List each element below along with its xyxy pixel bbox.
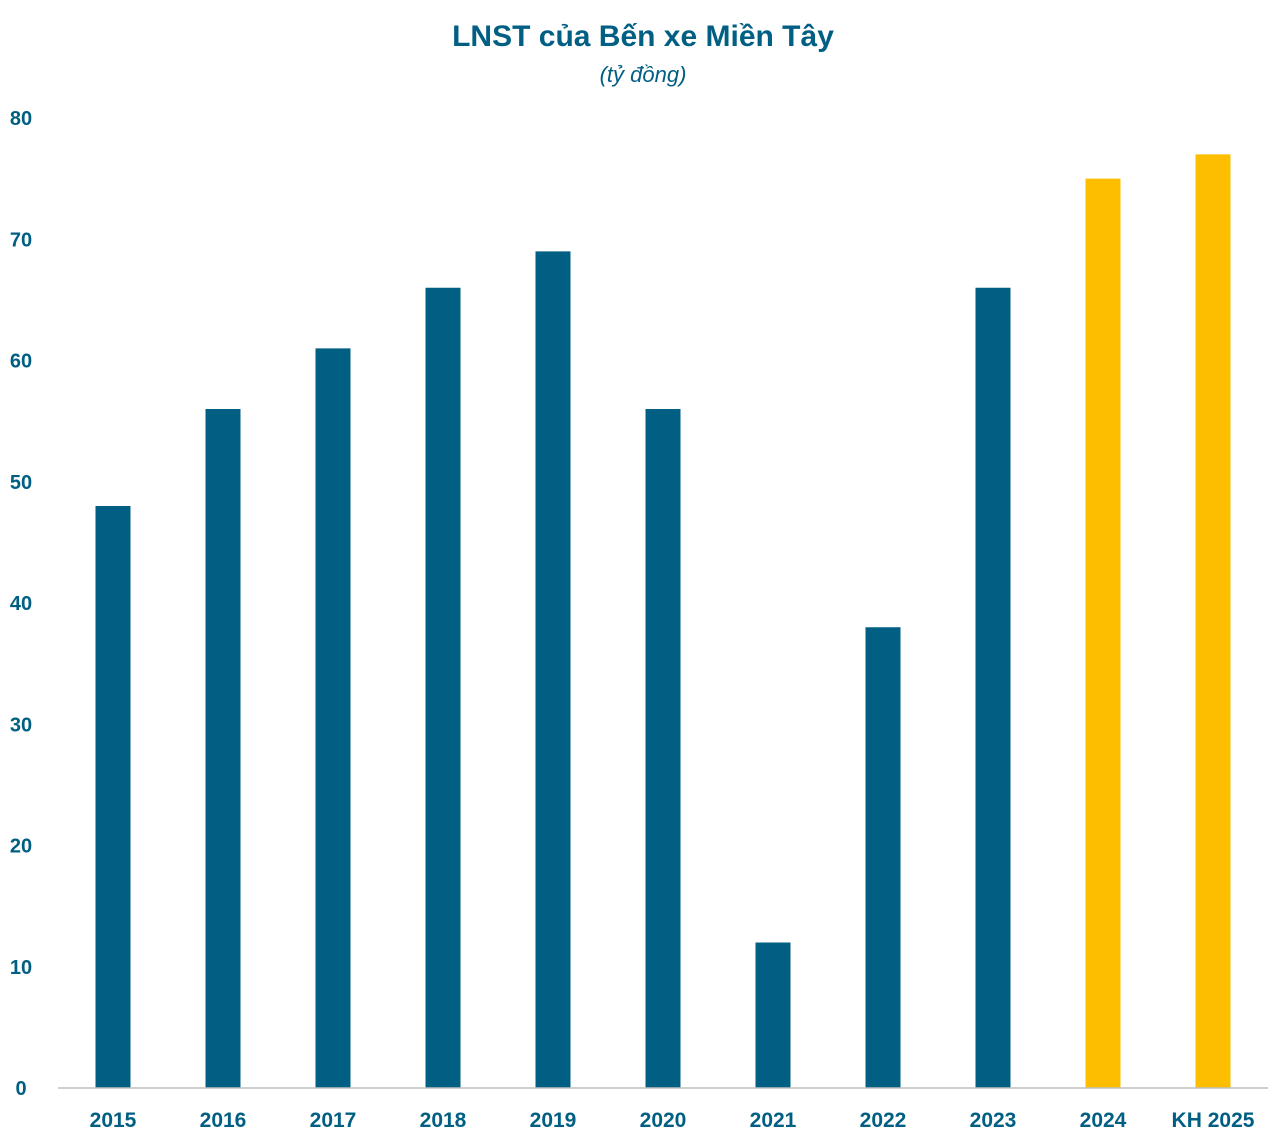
y-tick-label: 50 bbox=[10, 472, 32, 494]
bar bbox=[975, 287, 1011, 1088]
bar bbox=[755, 942, 791, 1088]
y-tick-label: 30 bbox=[10, 714, 32, 736]
bar bbox=[95, 506, 131, 1088]
x-tick-label: 2022 bbox=[860, 1109, 907, 1132]
x-tick-label: 2023 bbox=[970, 1109, 1017, 1132]
chart-subtitle: (tỷ đồng) bbox=[600, 62, 687, 87]
y-axis-ticks: 0 10 20 30 40 50 60 70 80 bbox=[10, 108, 32, 1100]
y-tick-label: 10 bbox=[10, 957, 32, 979]
bar bbox=[315, 348, 351, 1088]
x-tick-label: KH 2025 bbox=[1172, 1109, 1255, 1132]
x-tick-label: 2020 bbox=[640, 1109, 687, 1132]
x-axis-ticks: 2015 2016 2017 2018 2019 2020 2021 2022 2023 2024… bbox=[90, 1109, 1255, 1132]
x-tick-label: 2016 bbox=[200, 1109, 247, 1132]
y-tick-label: 80 bbox=[10, 108, 32, 130]
y-tick-label: 0 bbox=[15, 1078, 26, 1100]
bar bbox=[535, 251, 571, 1088]
bars bbox=[95, 154, 1231, 1088]
bar bbox=[1085, 178, 1121, 1088]
y-tick-label: 60 bbox=[10, 351, 32, 373]
bar bbox=[645, 409, 681, 1088]
y-tick-label: 20 bbox=[10, 836, 32, 858]
x-tick-label: 2017 bbox=[310, 1109, 357, 1132]
x-tick-label: 2019 bbox=[530, 1109, 577, 1132]
bar bbox=[205, 409, 241, 1088]
x-tick-label: 2015 bbox=[90, 1109, 137, 1132]
y-tick-label: 70 bbox=[10, 229, 32, 251]
y-tick-label: 40 bbox=[10, 593, 32, 615]
bar bbox=[425, 287, 461, 1088]
x-tick-label: 2024 bbox=[1080, 1109, 1127, 1132]
bar bbox=[865, 627, 901, 1088]
bar bbox=[1195, 154, 1231, 1088]
x-tick-label: 2021 bbox=[750, 1109, 797, 1132]
x-tick-label: 2018 bbox=[420, 1109, 467, 1132]
chart-title: LNST của Bến xe Miền Tây bbox=[452, 20, 834, 53]
